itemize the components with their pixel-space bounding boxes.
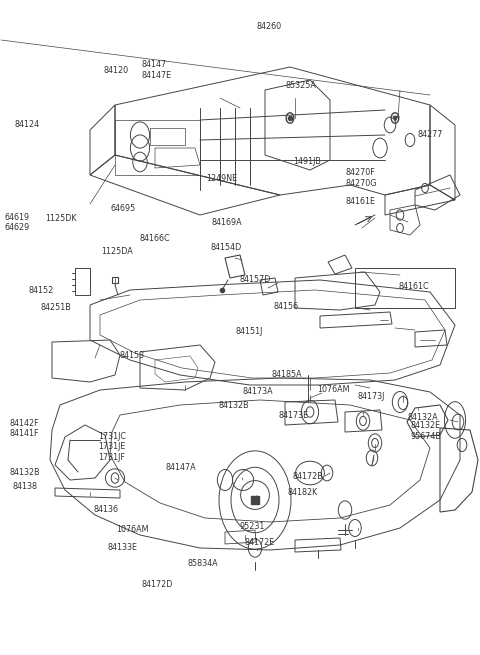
- Text: 84153: 84153: [120, 351, 145, 360]
- Text: 1076AM: 1076AM: [116, 525, 149, 534]
- Text: 84120: 84120: [103, 66, 128, 75]
- Text: 84151J: 84151J: [235, 327, 263, 336]
- Text: 1125DK: 1125DK: [46, 214, 77, 223]
- Text: 84132E
95674B: 84132E 95674B: [410, 421, 441, 441]
- Text: 1491JB: 1491JB: [293, 157, 321, 166]
- Text: 84173J: 84173J: [358, 392, 385, 402]
- Text: 1125DA: 1125DA: [101, 247, 132, 256]
- Text: 84270F
84270G: 84270F 84270G: [346, 168, 377, 188]
- Text: 84173E: 84173E: [279, 411, 309, 420]
- Text: 85325A: 85325A: [286, 81, 316, 90]
- Text: 84169A: 84169A: [211, 218, 242, 227]
- Text: 85834A: 85834A: [187, 559, 218, 569]
- Text: 95231: 95231: [239, 522, 264, 531]
- Text: 84166C: 84166C: [139, 234, 170, 243]
- Text: 84172E: 84172E: [245, 538, 275, 547]
- Text: 84133E: 84133E: [108, 543, 138, 552]
- Text: 84277: 84277: [418, 130, 443, 139]
- Text: 84156: 84156: [274, 302, 299, 311]
- Text: 84172D: 84172D: [142, 580, 173, 589]
- Text: 84152: 84152: [29, 286, 54, 295]
- Text: 84161E: 84161E: [346, 197, 375, 206]
- Text: 64619
64629: 64619 64629: [5, 213, 30, 233]
- Text: 84147A: 84147A: [166, 463, 196, 472]
- Text: 84182K: 84182K: [288, 488, 318, 497]
- Text: 1076AM: 1076AM: [317, 384, 349, 394]
- Text: 1249NE: 1249NE: [206, 174, 238, 183]
- Text: 84142F
84141F: 84142F 84141F: [10, 419, 39, 438]
- Text: 84154D: 84154D: [210, 243, 241, 252]
- Text: 84136: 84136: [94, 505, 119, 514]
- Text: 84157D: 84157D: [240, 275, 271, 284]
- Text: 64695: 64695: [110, 204, 136, 213]
- Text: 84185A: 84185A: [271, 370, 302, 379]
- Text: 84172B: 84172B: [293, 472, 324, 481]
- Text: 84251B: 84251B: [41, 303, 72, 312]
- Text: 84124: 84124: [14, 120, 39, 129]
- Text: 84147
84147E: 84147 84147E: [142, 60, 172, 80]
- Text: 84260: 84260: [257, 22, 282, 31]
- Text: 1731JC
1731JE
1731JF: 1731JC 1731JE 1731JF: [98, 432, 126, 462]
- Text: 84173A: 84173A: [242, 387, 273, 396]
- Text: 84138: 84138: [13, 482, 38, 491]
- Text: 84132A: 84132A: [407, 413, 438, 422]
- Text: 84132B: 84132B: [218, 401, 249, 410]
- Text: 84132B: 84132B: [10, 468, 40, 477]
- Text: 84161C: 84161C: [398, 282, 429, 291]
